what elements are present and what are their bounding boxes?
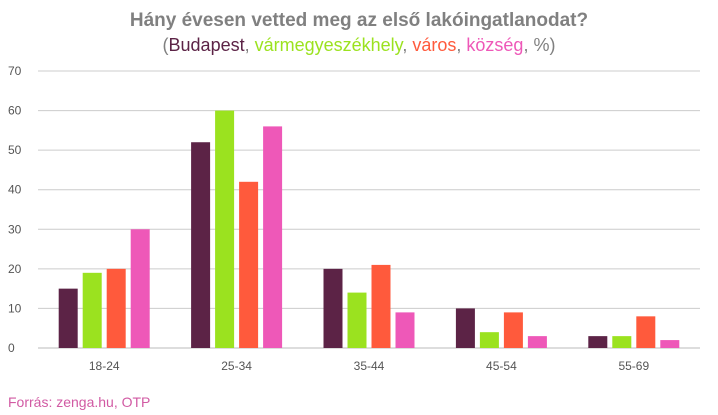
source-note: Forrás: zenga.hu, OTP	[8, 394, 151, 410]
bar	[503, 312, 523, 348]
bar	[588, 336, 608, 348]
x-tick-label: 18-24	[89, 359, 120, 373]
y-tick-label: 0	[8, 341, 15, 355]
bar	[106, 268, 126, 348]
bar	[82, 272, 102, 348]
y-tick-label: 20	[8, 262, 22, 276]
x-tick-label: 35-44	[354, 359, 385, 373]
y-tick-label: 70	[8, 64, 22, 78]
x-tick-label: 25-34	[221, 359, 252, 373]
bar	[191, 142, 211, 348]
chart-subtitle: (Budapest, vármegyeszékhely, város, közs…	[0, 35, 718, 56]
bar	[371, 264, 391, 348]
y-tick-label: 30	[8, 222, 22, 236]
y-tick-label: 10	[8, 301, 22, 315]
legend-label-budapest: Budapest	[168, 35, 245, 55]
bar	[215, 110, 235, 348]
y-tick-label: 50	[8, 143, 22, 157]
bar	[660, 340, 680, 348]
bar	[479, 332, 499, 348]
bar	[455, 308, 475, 348]
subtitle-tail: , %)	[523, 35, 556, 55]
legend-label-varos: város	[412, 35, 457, 55]
bar	[58, 288, 78, 348]
legend-label-varmegyeszekhely: vármegyeszékhely	[254, 35, 403, 55]
bar	[239, 181, 259, 348]
bar	[395, 312, 415, 348]
x-tick-label: 45-54	[486, 359, 517, 373]
subtitle-open-paren: (	[162, 35, 169, 55]
bar	[130, 229, 150, 348]
subtitle-separator: ,	[402, 35, 413, 55]
bar	[636, 316, 656, 348]
x-tick-label: 55-69	[618, 359, 649, 373]
y-tick-label: 60	[8, 104, 22, 118]
legend-label-kozseg: község	[466, 35, 524, 55]
bar	[527, 336, 547, 348]
bar	[323, 268, 343, 348]
bar	[612, 336, 632, 348]
subtitle-separator: ,	[244, 35, 255, 55]
chart-title: Hány évesen vetted meg az első lakóingat…	[129, 10, 589, 31]
y-tick-label: 40	[8, 183, 22, 197]
bar	[263, 126, 283, 349]
subtitle-separator: ,	[456, 35, 467, 55]
bar	[347, 292, 367, 348]
